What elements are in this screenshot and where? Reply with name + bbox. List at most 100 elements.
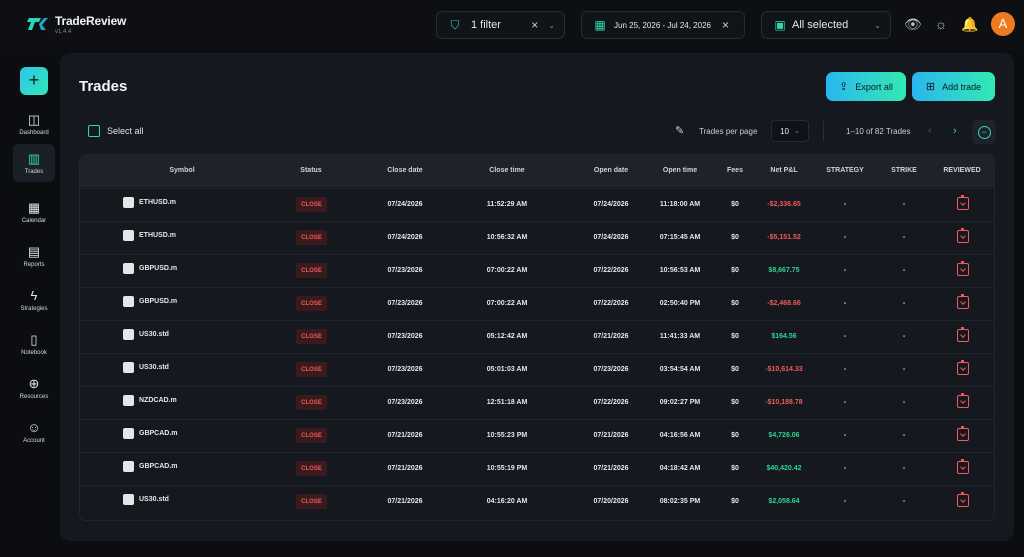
- filter-dropdown[interactable]: ⛉ 1 filter × ⌄: [436, 11, 565, 39]
- table-row[interactable]: GBPUSD.m CLOSE 07/23/2026 07:00:22 AM 07…: [80, 254, 994, 287]
- table-row[interactable]: NZDCAD.m CLOSE 07/23/2026 12:51:18 AM 07…: [80, 386, 994, 419]
- sidebar-item-trades[interactable]: ▥ Trades: [13, 144, 55, 182]
- quick-add-button[interactable]: +: [20, 67, 48, 95]
- app-version: v1.4.4: [55, 29, 72, 35]
- app-logo[interactable]: TradeReview v1.4.4: [27, 14, 126, 35]
- clear-date-icon[interactable]: ×: [721, 18, 729, 32]
- reviewed-icon[interactable]: [957, 426, 969, 441]
- strategy: -: [843, 267, 847, 274]
- symbol: ETHUSD.m: [139, 232, 176, 239]
- calendar-icon: ▦: [27, 200, 41, 215]
- open-time: 08:02:35 PM: [659, 498, 701, 505]
- per-page-value: 10: [780, 126, 790, 136]
- col-strategy[interactable]: STRATEGY: [826, 167, 864, 174]
- symbol-icon: [123, 461, 134, 472]
- clear-filter-icon[interactable]: ×: [531, 18, 539, 32]
- sidebar-item-calendar[interactable]: ▦ Calendar: [13, 193, 55, 231]
- col-close-date[interactable]: Close date: [387, 167, 423, 174]
- bell-icon[interactable]: 🔔: [961, 16, 979, 32]
- status-badge: CLOSE: [296, 296, 327, 311]
- symbol-cell: GBPCAD.m: [123, 461, 178, 472]
- strategy: -: [843, 399, 847, 406]
- col-strike[interactable]: STRIKE: [891, 167, 917, 174]
- symbol-cell: ETHUSD.m: [123, 197, 176, 208]
- reviewed-icon[interactable]: [957, 393, 969, 408]
- open-time: 03:54:54 AM: [659, 366, 701, 373]
- dashboard-icon: ◫: [27, 112, 41, 127]
- prev-page-icon[interactable]: ‹: [928, 125, 932, 137]
- select-all-checkbox[interactable]: Select all: [88, 125, 144, 137]
- sun-icon[interactable]: ☼: [934, 16, 948, 32]
- table-row[interactable]: GBPCAD.m CLOSE 07/21/2026 10:55:23 PM 07…: [80, 419, 994, 452]
- sidebar-item-reports[interactable]: ▤ Reports: [13, 237, 55, 275]
- reviewed-icon[interactable]: [957, 228, 969, 243]
- close-time: 07:00:22 AM: [486, 300, 528, 307]
- add-trade-button[interactable]: ⊞ Add trade: [912, 72, 995, 101]
- status-badge: CLOSE: [296, 494, 327, 509]
- fees: $0: [731, 333, 739, 340]
- accounts-dropdown[interactable]: ▣ All selected ⌄: [761, 11, 891, 39]
- fees: $0: [731, 201, 739, 208]
- fees: $0: [731, 267, 739, 274]
- col-open-date[interactable]: Open date: [593, 167, 629, 174]
- col-net-pnl[interactable]: Net P&L: [770, 167, 798, 174]
- sidebar-item-dashboard[interactable]: ◫ Dashboard: [13, 105, 55, 143]
- symbol-icon: [123, 428, 134, 439]
- reviewed-icon[interactable]: [957, 327, 969, 342]
- top-bar: TradeReview v1.4.4 ⛉ 1 filter × ⌄ ▦ Jun …: [0, 0, 1024, 50]
- net-pnl: -$10,614.33: [765, 366, 803, 373]
- table-row[interactable]: US30.std CLOSE 07/23/2026 05:12:42 AM 07…: [80, 320, 994, 353]
- reviewed-icon[interactable]: [957, 261, 969, 276]
- table-row[interactable]: GBPUSD.m CLOSE 07/23/2026 07:00:22 AM 07…: [80, 287, 994, 320]
- fees: $0: [731, 366, 739, 373]
- strategy: -: [843, 234, 847, 241]
- table-row[interactable]: GBPCAD.m CLOSE 07/21/2026 10:55:19 PM 07…: [80, 452, 994, 485]
- strike: -: [902, 465, 906, 472]
- col-status[interactable]: Status: [300, 167, 322, 174]
- close-date: 07/23/2026: [387, 300, 423, 307]
- table-row[interactable]: ETHUSD.m CLOSE 07/24/2026 11:52:29 AM 07…: [80, 188, 994, 221]
- sidebar-item-account[interactable]: ☺ Account: [13, 413, 55, 451]
- close-time: 10:55:19 PM: [486, 465, 528, 472]
- wallet-icon: ▣: [774, 18, 786, 32]
- net-pnl: -$2,336.65: [767, 201, 801, 208]
- reviewed-icon[interactable]: [957, 360, 969, 375]
- edit-icon[interactable]: ✎: [675, 125, 685, 137]
- table-row[interactable]: US30.std CLOSE 07/21/2026 04:16:20 AM 07…: [80, 485, 994, 518]
- open-date: 07/21/2026: [593, 432, 629, 439]
- strike: -: [902, 498, 906, 505]
- symbol-cell: US30.std: [123, 362, 169, 373]
- next-page-icon[interactable]: ›: [953, 125, 957, 137]
- sidebar-item-notebook[interactable]: ▯ Notebook: [13, 325, 55, 363]
- open-date: 07/24/2026: [593, 201, 629, 208]
- net-pnl: -$5,151.52: [767, 234, 801, 241]
- reviewed-icon[interactable]: [957, 294, 969, 309]
- per-page-select[interactable]: 10 ⌄: [771, 120, 809, 142]
- add-icon: ⊞: [925, 81, 936, 93]
- table-row[interactable]: US30.std CLOSE 07/23/2026 05:01:03 AM 07…: [80, 353, 994, 386]
- collapse-button[interactable]: −: [972, 120, 996, 144]
- export-icon: ⇪: [839, 81, 849, 93]
- reviewed-icon[interactable]: [957, 492, 969, 507]
- eye-icon[interactable]: 👁: [904, 16, 922, 32]
- symbol-cell: NZDCAD.m: [123, 395, 177, 406]
- reviewed-icon[interactable]: [957, 195, 969, 210]
- sidebar-item-strategies[interactable]: ϟ Strategies: [13, 281, 55, 319]
- sidebar-item-resources[interactable]: ⊕ Resources: [13, 369, 55, 407]
- reviewed-icon[interactable]: [957, 459, 969, 474]
- col-fees[interactable]: Fees: [727, 167, 743, 174]
- strike: -: [902, 333, 906, 340]
- symbol-icon: [123, 296, 134, 307]
- export-all-button[interactable]: ⇪ Export all: [826, 72, 906, 101]
- col-symbol[interactable]: Symbol: [169, 167, 195, 174]
- table-row[interactable]: ETHUSD.m CLOSE 07/24/2026 10:56:32 AM 07…: [80, 221, 994, 254]
- col-open-time[interactable]: Open time: [662, 167, 698, 174]
- col-close-time[interactable]: Close time: [489, 167, 525, 174]
- date-range-picker[interactable]: ▦ Jun 25, 2026 - Jul 24, 2026 ×: [581, 11, 745, 39]
- symbol-cell: GBPUSD.m: [123, 263, 177, 274]
- open-time: 02:50:40 PM: [659, 300, 701, 307]
- notebook-icon: ▯: [30, 332, 38, 347]
- net-pnl: $8,667.75: [768, 267, 800, 274]
- col-reviewed[interactable]: REVIEWED: [943, 167, 981, 174]
- avatar[interactable]: A: [991, 12, 1015, 36]
